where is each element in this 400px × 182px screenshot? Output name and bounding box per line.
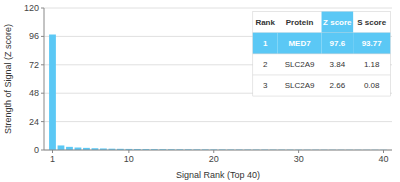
grid-line	[44, 8, 392, 9]
y-tick-label: 48	[29, 88, 39, 98]
x-tick-label: 1	[50, 154, 55, 164]
table-cell: 93.77	[362, 39, 383, 48]
x-tick	[52, 150, 53, 153]
table-cell: 97.6	[330, 39, 346, 48]
x-axis-line	[44, 150, 392, 151]
bar	[58, 145, 65, 150]
table-header: Protein	[286, 18, 314, 27]
x-tick-label: 40	[379, 154, 389, 164]
x-tick-label: 30	[294, 154, 304, 164]
table-cell: 3	[263, 81, 268, 90]
table-header: Z score	[323, 18, 352, 27]
x-tick	[128, 150, 129, 153]
x-tick-label: 20	[209, 154, 219, 164]
table-cell: 1	[263, 39, 268, 48]
y-tick	[41, 150, 44, 151]
table-cell: 2	[263, 60, 268, 69]
table-header: Rank	[255, 18, 275, 27]
table-highlight	[353, 33, 390, 54]
table-cell: 0.08	[364, 81, 380, 90]
table-highlight	[253, 33, 278, 54]
y-tick	[41, 93, 44, 94]
y-tick-label: 120	[24, 3, 39, 13]
table-highlight	[322, 12, 354, 33]
table-row-line	[253, 53, 390, 54]
table-highlight	[278, 33, 322, 54]
y-tick	[41, 121, 44, 122]
y-tick	[41, 64, 44, 65]
table-header: S score	[357, 18, 386, 27]
bar	[49, 35, 56, 150]
table: Rank Protein Z score S score 1 MED7 97.6 93.77 2…	[253, 12, 390, 96]
y-tick-label: 0	[34, 145, 39, 155]
chart: 1 10 20 30 40 0 24 48 72 96 120 Signal Rank (Top 40…	[0, 0, 400, 182]
y-tick-label: 24	[29, 117, 39, 127]
x-tick-label: 10	[124, 154, 134, 164]
x-tick	[298, 150, 299, 153]
table-background	[253, 12, 390, 96]
table-cell: 1.18	[364, 60, 380, 69]
y-tick-label: 96	[29, 31, 39, 41]
x-tick	[383, 150, 384, 153]
table-highlight	[322, 33, 354, 54]
grid-line	[44, 121, 392, 122]
table-cell: SLC2A9	[285, 81, 315, 90]
table-cell: 3.84	[330, 60, 346, 69]
table-row-line	[253, 74, 390, 75]
table-cell: 2.66	[330, 81, 346, 90]
table-cell: MED7	[288, 39, 311, 48]
y-axis-label: Strength of Signal (Z score)	[3, 24, 13, 134]
y-tick	[41, 36, 44, 37]
x-axis-label: Signal Rank (Top 40)	[176, 170, 260, 180]
y-tick	[41, 8, 44, 9]
y-axis-line	[44, 8, 45, 150]
x-tick	[213, 150, 214, 153]
table-cell: SLC2A9	[285, 60, 315, 69]
y-tick-label: 72	[29, 60, 39, 70]
grid-line	[44, 150, 392, 151]
